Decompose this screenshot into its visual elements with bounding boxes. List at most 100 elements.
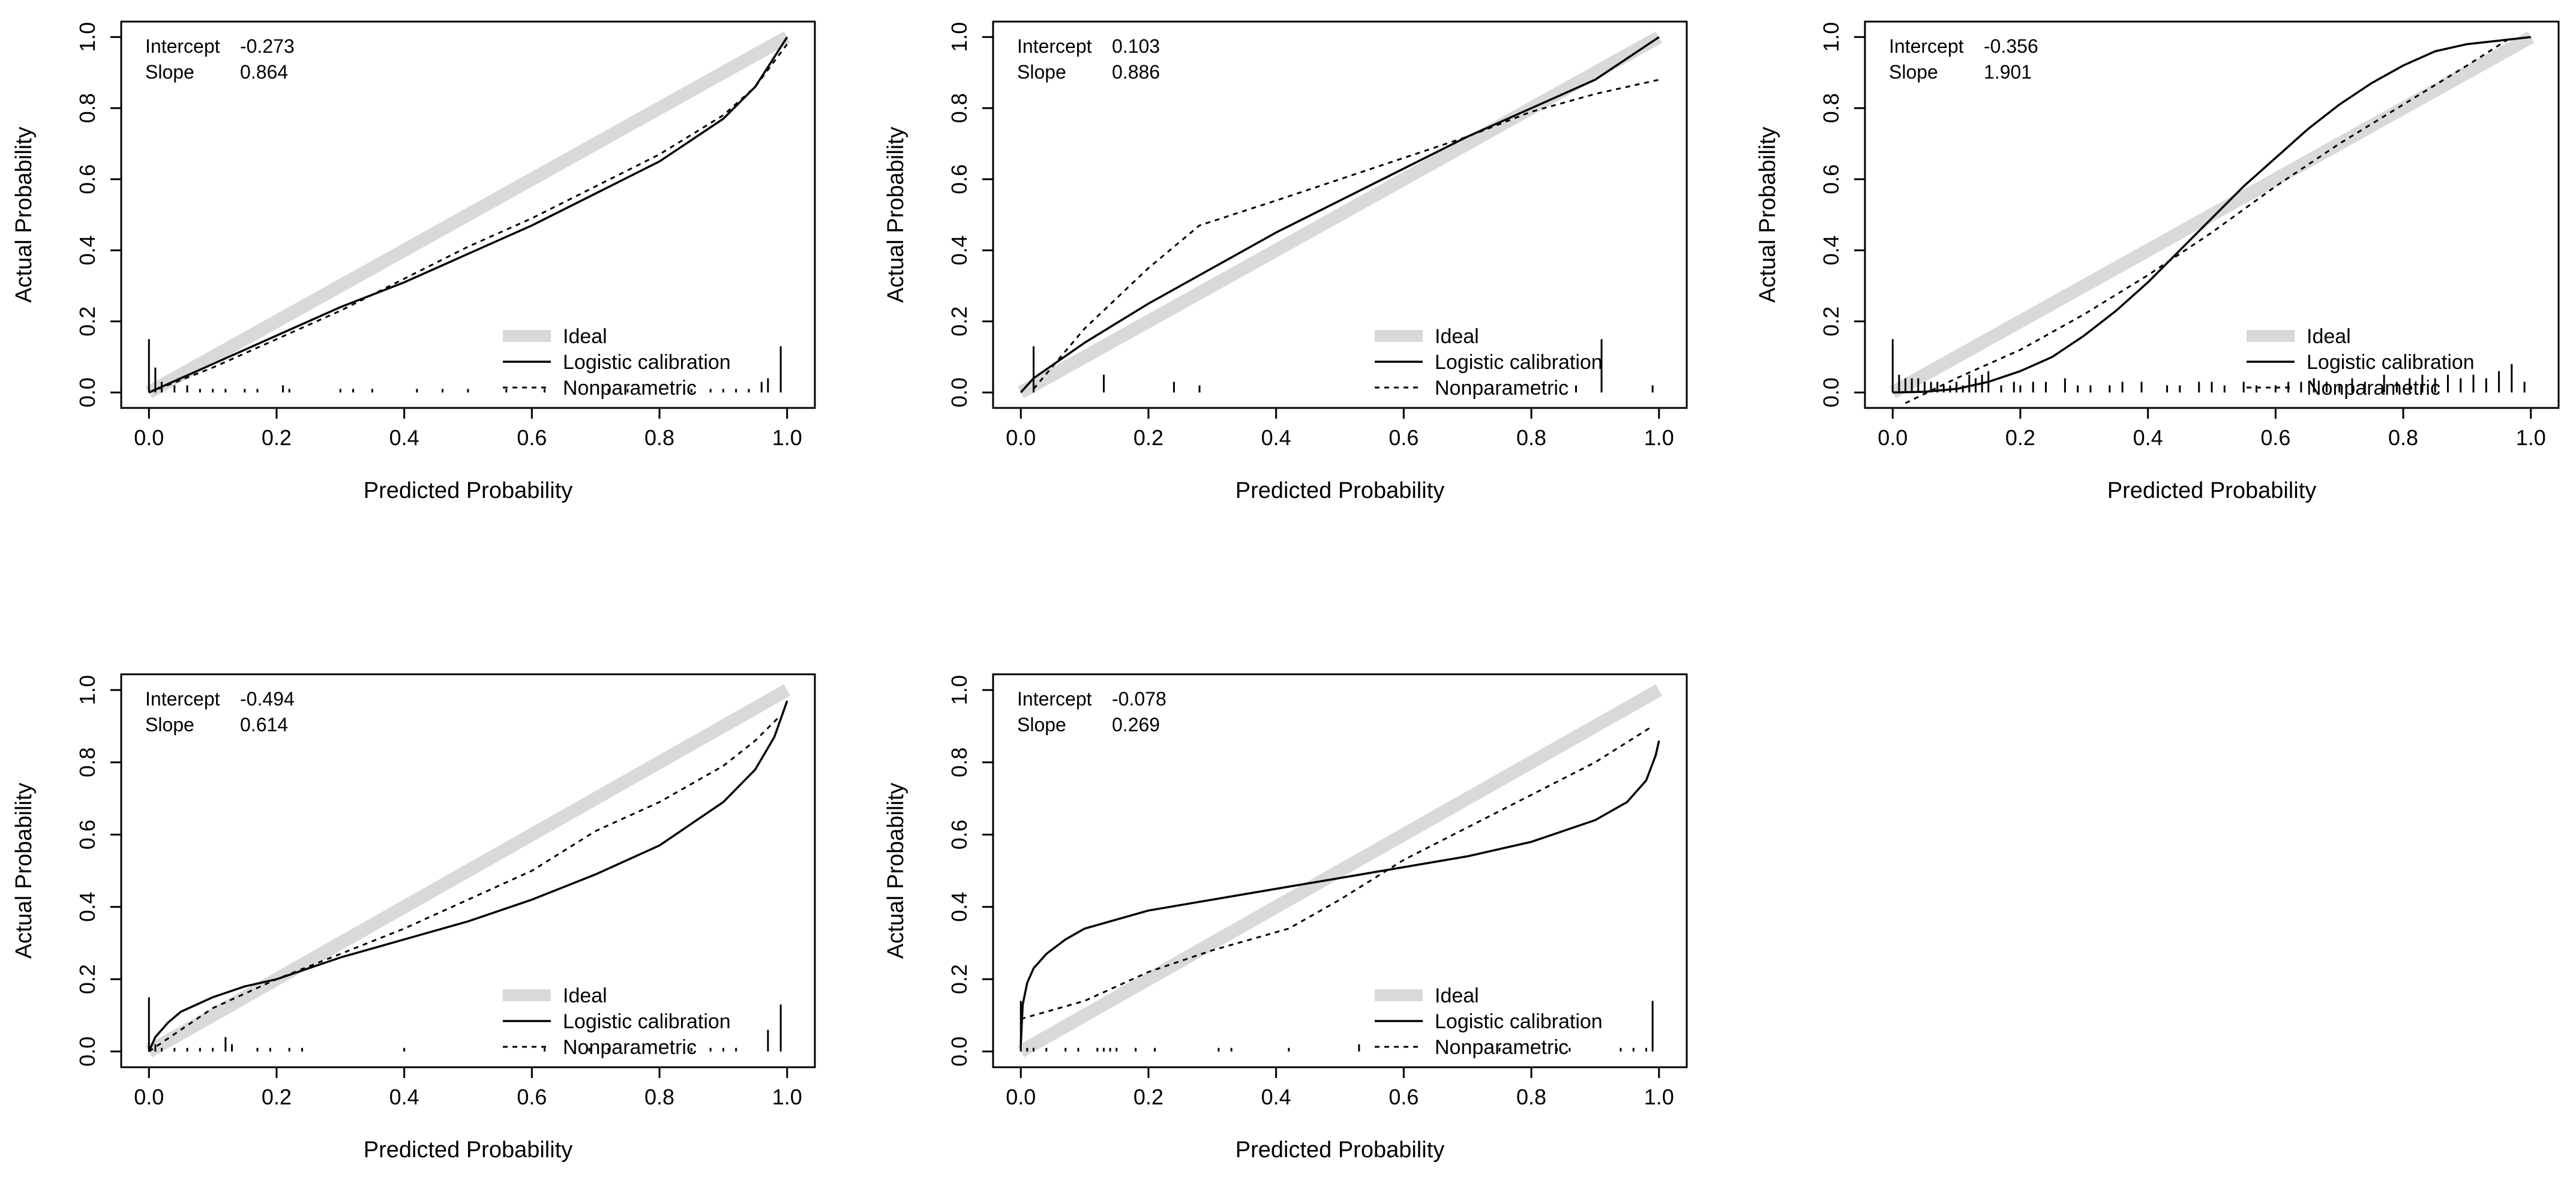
slope-label: Slope — [1017, 61, 1066, 83]
y-tick-label: 0.2 — [947, 307, 971, 337]
x-tick-label: 0.2 — [1133, 425, 1163, 450]
y-tick-label: 0.4 — [75, 892, 100, 922]
x-axis-label: Predicted Probability — [1235, 1137, 1445, 1163]
x-tick-label: 0.0 — [134, 425, 164, 450]
x-tick-label: 0.6 — [517, 425, 547, 450]
slope-label: Slope — [1889, 61, 1938, 83]
x-tick-label: 1.0 — [2516, 425, 2546, 450]
x-tick-label: 0.8 — [644, 425, 674, 450]
x-axis-label: Predicted Probability — [364, 1137, 573, 1163]
plot-frame — [120, 20, 816, 409]
y-tick-label: 0.0 — [947, 1037, 971, 1067]
x-axis-label: Predicted Probability — [1235, 478, 1445, 503]
y-tick-label: 0.8 — [947, 93, 971, 123]
intercept-label: Intercept — [145, 35, 220, 57]
x-axis-label: Predicted Probability — [2107, 478, 2317, 503]
intercept-label: Intercept — [145, 688, 220, 710]
intercept-value: 0.103 — [1112, 35, 1160, 57]
calibration-plot-2: 0.0 0.0 0.2 0.2 0.4 0.4 0.6 0.6 0.8 0.8 1.0 1.0 Pred… — [883, 20, 1688, 503]
y-axis-label: Actual Probability — [1755, 127, 1780, 303]
ideal-line — [1017, 684, 1663, 1058]
legend-label-2: Logistic calibration — [563, 351, 731, 374]
logistic-calibration-line — [1019, 740, 1660, 1044]
nonparametric-line — [1905, 36, 2512, 404]
y-tick-label: 0.6 — [75, 819, 100, 849]
legend: Ideal Logistic calibration Nonparametric — [1375, 984, 1603, 1059]
legend: Ideal Logistic calibration Nonparametric — [2247, 325, 2475, 400]
y-tick-label: 1.0 — [1819, 22, 1843, 52]
intercept-value: -0.078 — [1112, 688, 1166, 710]
plot-frame — [120, 673, 816, 1068]
legend-label-1: Ideal — [563, 984, 607, 1007]
slope-label: Slope — [145, 714, 194, 735]
slope-label: Slope — [145, 61, 194, 83]
intercept-value: -0.356 — [1984, 35, 2038, 57]
logistic-calibration-line — [1893, 36, 2531, 394]
legend-label-3: Nonparametric — [1435, 1036, 1569, 1059]
slope-value: 0.886 — [1112, 61, 1160, 83]
intercept-label: Intercept — [1017, 688, 1092, 710]
y-tick-label: 1.0 — [75, 22, 100, 52]
x-tick-label: 0.4 — [2133, 425, 2163, 450]
legend-label-1: Ideal — [1435, 325, 1479, 348]
x-tick-label: 1.0 — [1644, 425, 1674, 450]
y-tick-label: 0.6 — [1819, 164, 1843, 194]
nonparametric-line — [1033, 79, 1660, 390]
y-tick-label: 0.8 — [75, 747, 100, 777]
x-tick-label: 0.4 — [389, 1085, 419, 1109]
panels: 0.0 0.0 0.2 0.2 0.4 0.4 0.6 0.6 0.8 0.8 1.0 1.0 Pred… — [11, 20, 2560, 1163]
x-tick-label: 0.0 — [1878, 425, 1908, 450]
plot-area — [1017, 684, 1663, 1058]
slope-value: 1.901 — [1984, 61, 2032, 83]
y-tick-label: 0.8 — [75, 93, 100, 123]
x-tick-label: 0.6 — [2260, 425, 2290, 450]
x-tick-label: 0.4 — [1261, 425, 1291, 450]
nonparametric-line — [148, 714, 782, 1053]
slope-value: 0.614 — [240, 714, 288, 735]
ideal-line — [145, 684, 791, 1058]
legend-label-3: Nonparametric — [563, 1036, 697, 1059]
y-tick-label: 0.0 — [947, 377, 971, 407]
y-tick-label: 1.0 — [75, 675, 100, 705]
calibration-plot-5: 0.0 0.0 0.2 0.2 0.4 0.4 0.6 0.6 0.8 0.8 1.0 1.0 Pred… — [883, 673, 1688, 1163]
intercept-value: -0.494 — [240, 688, 295, 710]
y-tick-label: 0.0 — [75, 1037, 100, 1067]
y-tick-label: 0.6 — [947, 164, 971, 194]
y-axis-label: Actual Probability — [11, 783, 37, 959]
plot-area — [1017, 31, 1663, 398]
x-tick-label: 0.8 — [1516, 1085, 1546, 1109]
plot-area — [145, 684, 791, 1058]
legend: Ideal Logistic calibration Nonparametric — [503, 984, 731, 1059]
x-tick-label: 0.4 — [1261, 1085, 1291, 1109]
x-tick-label: 0.8 — [644, 1085, 674, 1109]
plot-frame — [992, 673, 1688, 1068]
y-tick-label: 0.4 — [75, 235, 100, 265]
plot-frame — [992, 20, 1688, 409]
y-tick-label: 0.8 — [947, 747, 971, 777]
x-tick-label: 0.0 — [1006, 425, 1036, 450]
intercept-value: -0.273 — [240, 35, 295, 57]
legend-label-1: Ideal — [2307, 325, 2351, 348]
y-tick-label: 1.0 — [947, 675, 971, 705]
ideal-line — [1017, 31, 1663, 398]
x-tick-label: 0.0 — [134, 1085, 164, 1109]
slope-value: 0.269 — [1112, 714, 1160, 735]
y-tick-label: 0.8 — [1819, 93, 1843, 123]
x-tick-label: 1.0 — [772, 1085, 802, 1109]
x-tick-label: 0.6 — [1389, 1085, 1419, 1109]
x-tick-label: 0.2 — [1133, 1085, 1163, 1109]
x-tick-label: 1.0 — [1644, 1085, 1674, 1109]
y-tick-label: 0.2 — [1819, 307, 1843, 337]
x-tick-label: 0.8 — [2388, 425, 2418, 450]
y-tick-label: 0.2 — [75, 307, 100, 337]
ideal-line — [145, 31, 791, 398]
slope-label: Slope — [1017, 714, 1066, 735]
x-tick-label: 0.4 — [389, 425, 419, 450]
calibration-plot-4: 0.0 0.0 0.2 0.2 0.4 0.4 0.6 0.6 0.8 0.8 1.0 1.0 Pred… — [11, 673, 816, 1163]
calibration-plot-3: 0.0 0.0 0.2 0.2 0.4 0.4 0.6 0.6 0.8 0.8 1.0 1.0 Pred… — [1755, 20, 2560, 503]
legend-label-2: Logistic calibration — [1435, 1010, 1603, 1033]
y-axis-label: Actual Probability — [883, 127, 908, 303]
x-tick-label: 0.2 — [262, 425, 292, 450]
